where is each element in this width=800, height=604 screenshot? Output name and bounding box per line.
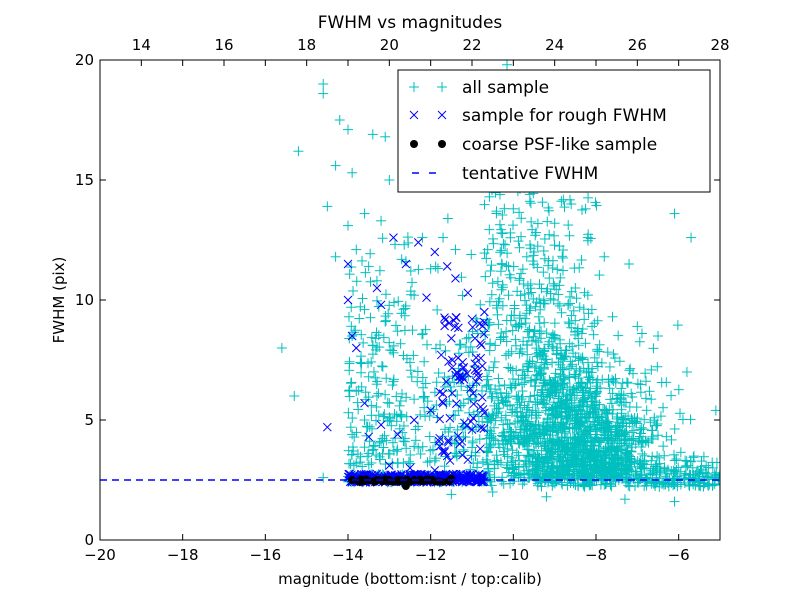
y-tick-label: 0 — [84, 531, 94, 549]
x-axis-label: magnitude (bottom:isnt / top:calib) — [278, 570, 542, 588]
legend-label-rough-sample: sample for rough FWHM — [462, 106, 667, 126]
legend-label-tentative-fwhm: tentative FWHM — [462, 164, 598, 184]
top-x-tick-label: 18 — [297, 36, 316, 54]
psf-sample-point — [385, 477, 393, 485]
x-tick-label: −10 — [498, 546, 530, 564]
top-x-tick-label: 14 — [132, 36, 151, 54]
x-tick-label: −8 — [585, 546, 607, 564]
y-tick-label: 15 — [75, 171, 94, 189]
y-axis-label: FWHM (pix) — [50, 257, 68, 344]
top-x-tick-label: 26 — [628, 36, 647, 54]
x-tick-label: −14 — [332, 546, 364, 564]
psf-sample-point — [402, 482, 410, 490]
chart-title: FWHM vs magnitudes — [318, 13, 503, 33]
top-x-tick-label: 16 — [214, 36, 233, 54]
psf-sample-point — [361, 477, 369, 485]
x-tick-label: −6 — [668, 546, 690, 564]
x-tick-label: −16 — [250, 546, 282, 564]
legend-label-all-sample: all sample — [462, 78, 549, 98]
psf-sample-point — [403, 476, 410, 483]
psf-sample-point — [418, 477, 426, 485]
top-x-tick-label: 22 — [462, 36, 481, 54]
x-tick-label: −12 — [415, 546, 447, 564]
psf-sample-point — [435, 477, 443, 485]
psf-sample-point — [447, 475, 455, 483]
legend: all sample sample for rough FWHM coarse … — [398, 70, 710, 192]
y-tick-label: 10 — [75, 291, 94, 309]
x-tick-label: −18 — [167, 546, 199, 564]
y-tick-label: 5 — [84, 411, 94, 429]
y-tick-label: 20 — [75, 51, 94, 69]
top-x-tick-label: 24 — [545, 36, 564, 54]
top-x-tick-label: 28 — [710, 36, 729, 54]
top-x-tick-label: 20 — [380, 36, 399, 54]
legend-label-psf-sample: coarse PSF-like sample — [462, 135, 657, 155]
